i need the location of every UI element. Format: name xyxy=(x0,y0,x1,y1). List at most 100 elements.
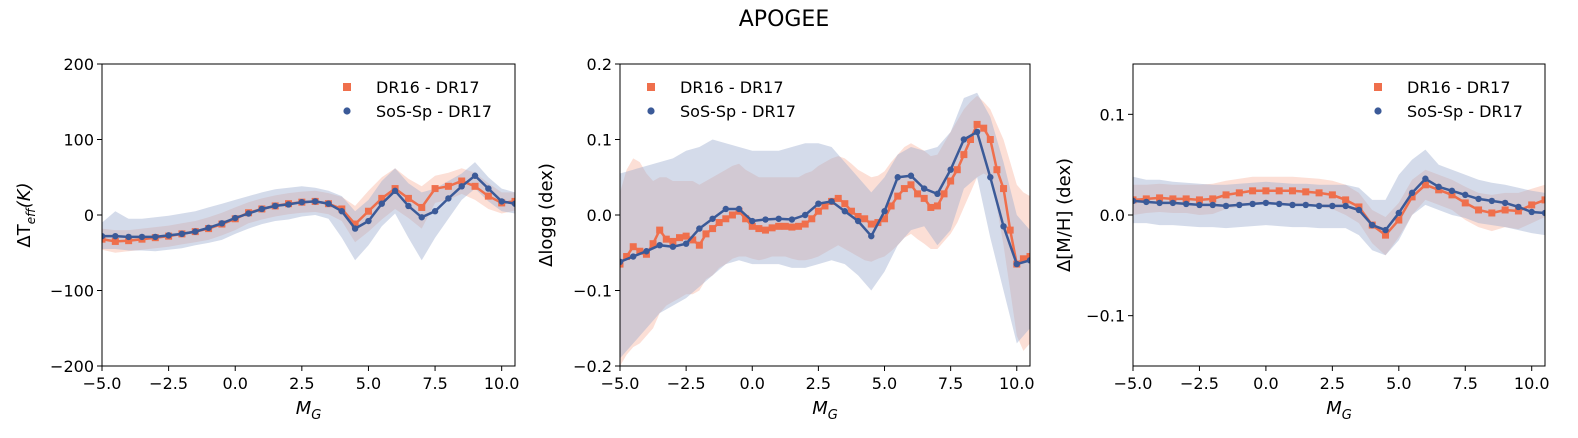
point-dr16 xyxy=(445,183,452,190)
x-tick-label: 7.5 xyxy=(1453,374,1478,393)
point-dr16 xyxy=(1000,185,1007,192)
point-sos xyxy=(643,248,649,254)
point-sos xyxy=(1014,261,1020,267)
point-sos xyxy=(1369,222,1375,228)
band-sos xyxy=(620,93,1030,359)
x-tick-label: 10.0 xyxy=(999,374,1035,393)
point-sos xyxy=(1435,184,1441,190)
point-sos xyxy=(112,233,118,239)
x-tick-label: 7.5 xyxy=(938,374,963,393)
point-dr16 xyxy=(927,204,934,211)
x-tick-label: −5.0 xyxy=(83,374,122,393)
point-sos xyxy=(1316,203,1322,209)
legend-label: DR16 - DR17 xyxy=(376,78,480,97)
point-dr16 xyxy=(676,234,683,241)
point-dr16 xyxy=(1302,188,1309,195)
panels: −5.0 −2.5 0.0 2.5 5.0 7.5 10.0−200−1000100200M… xyxy=(14,55,1550,423)
point-dr16 xyxy=(405,195,412,202)
point-dr16 xyxy=(1276,187,1283,194)
point-sos xyxy=(696,225,702,231)
y-axis-label: Δ[M/H] (dex) xyxy=(1054,158,1075,272)
x-tick-label: 5.0 xyxy=(356,374,381,393)
x-tick-label: 10.0 xyxy=(1514,374,1550,393)
point-sos xyxy=(325,200,331,206)
figure: APOGEE −5.0 −2.5 0.0 2.5 5.0 7.5 10.0−200−1000… xyxy=(0,0,1578,438)
point-dr16 xyxy=(485,193,492,200)
point-dr16 xyxy=(808,215,815,222)
point-dr16 xyxy=(993,166,1000,173)
point-sos xyxy=(908,173,914,179)
point-sos xyxy=(125,234,131,240)
point-sos xyxy=(921,185,927,191)
plot-area xyxy=(1130,150,1549,256)
point-dr16 xyxy=(868,221,875,228)
point-sos xyxy=(392,188,398,194)
y-tick-label: 0.2 xyxy=(587,55,612,74)
point-dr16 xyxy=(702,230,709,237)
x-tick-label: 7.5 xyxy=(422,374,447,393)
point-sos xyxy=(139,234,145,240)
y-tick-label: 100 xyxy=(63,131,94,150)
point-sos xyxy=(656,242,662,248)
point-sos xyxy=(802,212,808,218)
x-tick-label: 0.0 xyxy=(740,374,765,393)
legend-marker-sos xyxy=(647,107,654,114)
point-sos xyxy=(1502,200,1508,206)
point-sos xyxy=(974,129,980,135)
point-sos xyxy=(1000,223,1006,229)
x-tick-label: −2.5 xyxy=(1180,374,1219,393)
plot-area xyxy=(99,162,519,260)
y-tick-label: −100 xyxy=(50,282,94,301)
point-sos xyxy=(405,203,411,209)
point-sos xyxy=(1196,202,1202,208)
point-sos xyxy=(815,200,821,206)
point-sos xyxy=(445,195,451,201)
point-sos xyxy=(881,208,887,214)
point-sos xyxy=(352,225,358,231)
point-sos xyxy=(1409,190,1415,196)
point-dr16 xyxy=(941,190,948,197)
point-dr16 xyxy=(1289,187,1296,194)
point-sos xyxy=(312,198,318,204)
legend: DR16 - DR17 SoS-Sp - DR17 xyxy=(343,78,492,121)
point-sos xyxy=(1449,188,1455,194)
point-sos xyxy=(1289,202,1295,208)
point-dr16 xyxy=(716,219,723,226)
x-tick-label: −2.5 xyxy=(149,374,188,393)
legend-marker-sos xyxy=(1374,107,1381,114)
x-tick-label: 2.5 xyxy=(289,374,314,393)
point-dr16 xyxy=(954,166,961,173)
point-dr16 xyxy=(1475,206,1482,213)
point-dr16 xyxy=(907,181,914,188)
point-sos xyxy=(947,167,953,173)
x-tick-label: 2.5 xyxy=(1320,374,1345,393)
point-sos xyxy=(272,203,278,209)
point-sos xyxy=(868,233,874,239)
point-sos xyxy=(379,200,385,206)
point-sos xyxy=(1156,200,1162,206)
point-dr16 xyxy=(775,223,782,230)
point-sos xyxy=(842,208,848,214)
point-sos xyxy=(299,199,305,205)
point-dr16 xyxy=(365,208,372,215)
point-dr16 xyxy=(769,224,776,231)
point-dr16 xyxy=(1329,191,1336,198)
point-sos xyxy=(683,240,689,246)
point-sos xyxy=(165,232,171,238)
point-dr16 xyxy=(1209,195,1216,202)
y-tick-label: −0.1 xyxy=(1086,307,1125,326)
legend-label: DR16 - DR17 xyxy=(680,78,784,97)
point-sos xyxy=(776,216,782,222)
point-sos xyxy=(1475,196,1481,202)
point-dr16 xyxy=(1249,187,1256,194)
y-tick-label: −0.1 xyxy=(573,282,612,301)
point-dr16 xyxy=(709,225,716,232)
legend-label: SoS-Sp - DR17 xyxy=(1407,102,1523,121)
point-dr16 xyxy=(1262,187,1269,194)
y-tick-label: −200 xyxy=(50,357,94,376)
point-sos xyxy=(1489,198,1495,204)
point-sos xyxy=(472,173,478,179)
point-sos xyxy=(670,244,676,250)
point-sos xyxy=(723,206,729,212)
point-dr16 xyxy=(934,202,941,209)
